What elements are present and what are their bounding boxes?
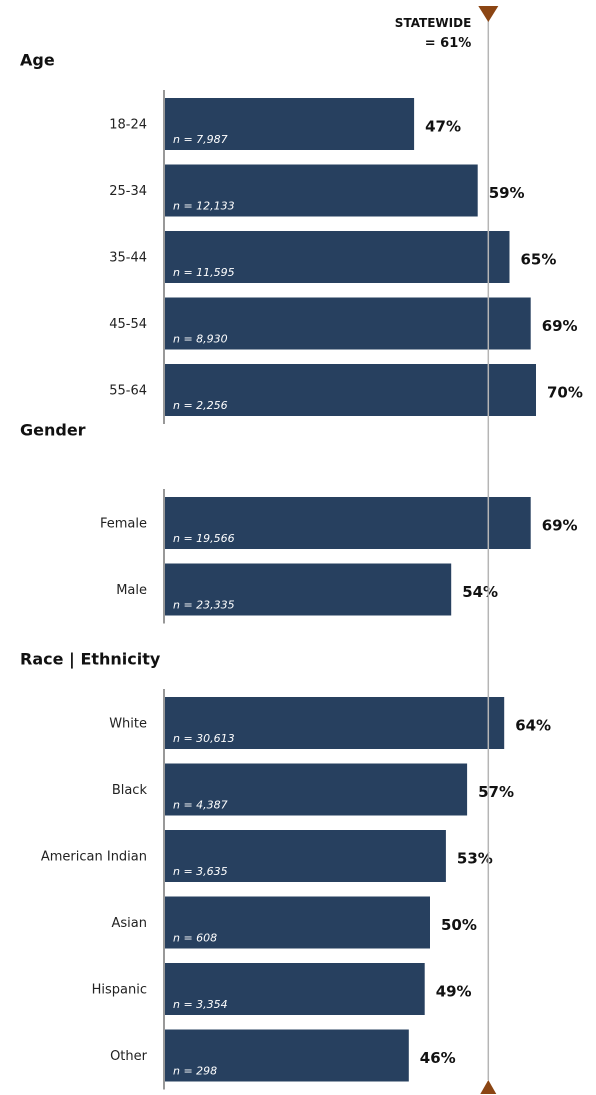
- statewide-marker-bottom-icon: [480, 1080, 497, 1094]
- statewide-marker-top-icon: [478, 6, 499, 22]
- group-title: Gender: [20, 421, 86, 440]
- bar: [165, 231, 510, 283]
- value-label: 70%: [547, 384, 583, 402]
- category-label: White: [109, 717, 147, 732]
- value-label: 54%: [462, 583, 498, 601]
- value-label: 53%: [457, 850, 493, 868]
- sample-size-label: n = 23,335: [173, 599, 235, 612]
- bar: [165, 963, 425, 1015]
- bar: [165, 896, 430, 949]
- category-label: American Indian: [41, 850, 147, 865]
- sample-size-label: n = 3,635: [173, 865, 228, 878]
- sample-size-label: n = 8,930: [173, 333, 228, 346]
- category-label: 35-44: [109, 251, 147, 266]
- statewide-value-label: = 61%: [425, 36, 472, 51]
- category-label: 45-54: [109, 317, 147, 332]
- labels-layer: Age 18-24 n = 7,987 47% 25-34 n = 12,133 59% 35…: [20, 51, 583, 1078]
- value-label: 65%: [521, 251, 557, 269]
- sample-size-label: n = 11,595: [173, 266, 235, 279]
- bar: [165, 563, 452, 616]
- category-label: 55-64: [109, 384, 147, 399]
- value-label: 50%: [441, 916, 477, 934]
- category-label: Female: [100, 517, 147, 532]
- category-label: Other: [110, 1049, 148, 1064]
- bar: [165, 164, 478, 217]
- sample-size-label: n = 2,256: [173, 399, 228, 412]
- category-label: Asian: [112, 916, 147, 931]
- statewide-label: STATEWIDE: [395, 16, 472, 30]
- value-label: 59%: [489, 184, 525, 202]
- sample-size-label: n = 7,987: [173, 133, 228, 146]
- category-label: Hispanic: [92, 983, 147, 998]
- group-title: Race | Ethnicity: [20, 650, 161, 670]
- sample-size-label: n = 3,354: [173, 998, 228, 1011]
- sample-size-label: n = 298: [173, 1065, 217, 1078]
- bar: [165, 697, 505, 749]
- reference-layer: STATEWIDE = 61%: [395, 6, 499, 1094]
- bars-layer: [165, 98, 536, 1082]
- bar: [165, 98, 415, 150]
- value-label: 49%: [436, 983, 472, 1001]
- sample-size-label: n = 608: [173, 932, 217, 945]
- category-label: 25-34: [109, 184, 147, 199]
- value-label: 64%: [515, 717, 551, 735]
- value-label: 69%: [542, 317, 578, 335]
- category-label: 18-24: [109, 118, 147, 133]
- bar: [165, 830, 446, 882]
- bar: [165, 497, 531, 549]
- sample-size-label: n = 19,566: [173, 532, 235, 545]
- value-label: 69%: [542, 517, 578, 535]
- sample-size-label: n = 4,387: [173, 799, 228, 812]
- sample-size-label: n = 30,613: [173, 732, 235, 745]
- bar: [165, 297, 531, 350]
- value-label: 46%: [420, 1049, 456, 1067]
- bar: [165, 763, 468, 816]
- sample-size-label: n = 12,133: [173, 200, 235, 213]
- bar: [165, 1029, 409, 1082]
- group-title: Age: [20, 51, 55, 70]
- value-label: 47%: [425, 118, 461, 136]
- bar: [165, 364, 536, 416]
- category-label: Black: [112, 783, 148, 798]
- value-label: 57%: [478, 783, 514, 801]
- category-label: Male: [116, 583, 147, 598]
